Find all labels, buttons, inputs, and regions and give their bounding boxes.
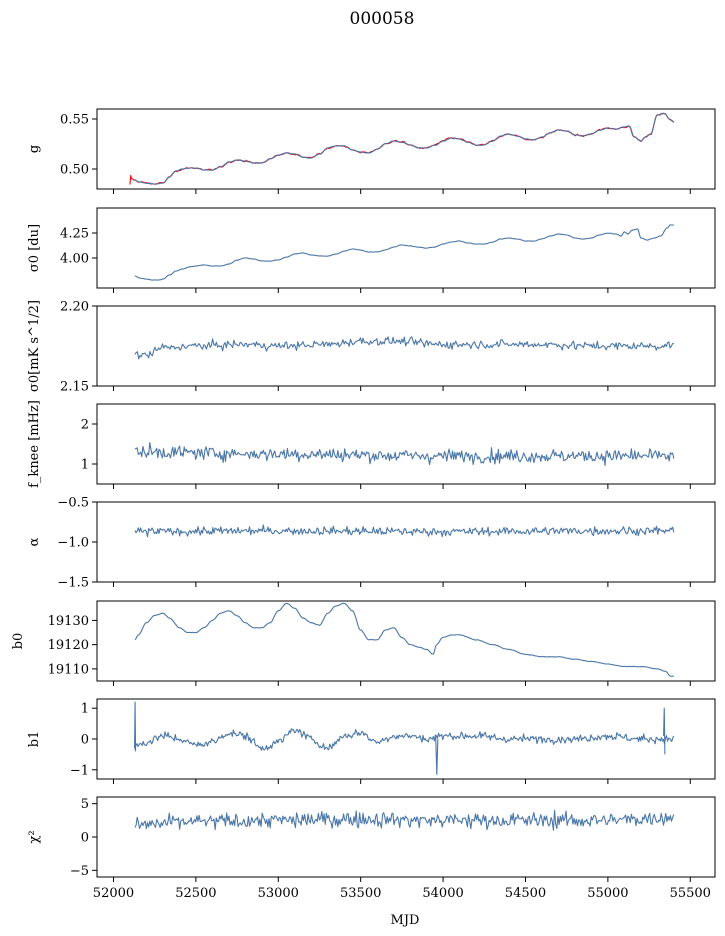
panel-1-ylabel: σ0 [du] (27, 224, 42, 272)
panel-4-ylabel: α (27, 537, 42, 546)
panel-2-ylabel: σ0[mK s^1/2] (27, 300, 42, 392)
x-tick-label-6: 55000 (587, 886, 628, 901)
panel-1-frame (96, 207, 716, 289)
panel-2-ytick-label-1: 2.20 (60, 300, 89, 315)
panel-2: 2.15 2.20 σ0[mK s^1/2] (27, 300, 716, 395)
panel-2-frame (96, 305, 716, 387)
panel-0-series-1 (134, 112, 675, 185)
x-tick-label-4: 54000 (422, 886, 463, 901)
panel-7-ytick-label-0: −5 (70, 864, 89, 879)
panel-6-spike-0 (134, 701, 137, 752)
panel-6-spike-1 (435, 735, 439, 775)
panel-7: −5 0 5 52000 52500 53000 53500 54000 54500 55000 5… (27, 796, 716, 901)
panel-6: −1 0 1 b1 (27, 698, 716, 784)
panel-5-frame (96, 600, 716, 682)
panel-4: −1.5 −1.0 −0.5 α (27, 496, 716, 591)
panel-6-ytick-label-0: −1 (70, 763, 89, 778)
x-tick-label-2: 53000 (258, 886, 299, 901)
panel-0-ytick-label-0: 0.50 (60, 163, 89, 178)
panel-0: 0.50 0.55 g (27, 108, 716, 194)
panel-6-series-0 (134, 728, 675, 751)
panel-1: 4.00 4.25 σ0 [du] (27, 207, 716, 293)
panel-4-ytick-label-0: −1.5 (57, 576, 89, 591)
panel-6-frame (96, 698, 716, 780)
panel-6-ytick-label-2: 1 (81, 702, 89, 717)
panel-7-ytick-label-1: 0 (81, 831, 89, 846)
panel-5-ylabel: b0 (11, 633, 26, 650)
x-tick-label-1: 52500 (175, 886, 216, 901)
x-tick-label-0: 52000 (93, 886, 134, 901)
panel-0-series-0 (129, 112, 675, 185)
panel-3: 1 2 f_knee [mHz] (27, 400, 716, 489)
panel-3-series-0 (134, 442, 675, 466)
panel-0-ytick-label-1: 0.55 (60, 113, 89, 128)
panel-5-ytick-label-1: 19120 (48, 638, 89, 653)
panel-5: 19110 19120 19130 b0 (11, 600, 716, 686)
panel-7-series-0 (134, 809, 675, 831)
panel-5-ytick-label-2: 19130 (48, 614, 89, 629)
x-axis-label: MJD (391, 913, 420, 928)
panel-0-ylabel: g (27, 145, 42, 153)
panel-1-series-0 (134, 224, 674, 281)
x-tick-label-5: 54500 (505, 886, 546, 901)
panel-1-ytick-label-0: 4.00 (60, 252, 89, 267)
panel-4-ytick-label-1: −1.0 (57, 536, 89, 551)
x-tick-label-7: 55500 (670, 886, 711, 901)
panel-3-frame (96, 403, 716, 485)
panel-0-frame (96, 108, 716, 190)
panel-3-ytick-label-1: 2 (81, 418, 89, 433)
panel-3-ytick-label-0: 1 (81, 458, 89, 473)
panel-4-ytick-label-2: −0.5 (57, 496, 89, 511)
panel-4-frame (96, 501, 716, 583)
x-tick-label-3: 53500 (340, 886, 381, 901)
panel-7-ytick-label-2: 5 (81, 797, 89, 812)
panel-6-spike-2 (663, 707, 666, 755)
panels: 0.50 0.55 g 4.00 4.25 σ0 [du] 2.15 2.20 σ0[mK s^… (11, 108, 716, 901)
panel-3-ylabel: f_knee [mHz] (27, 400, 42, 488)
panel-1-ytick-label-1: 4.25 (60, 227, 89, 242)
panel-4-series-0 (134, 524, 675, 538)
panel-7-frame (96, 796, 716, 878)
panel-2-ytick-label-0: 2.15 (60, 380, 89, 395)
figure-title: 000058 (350, 9, 415, 29)
panel-5-ytick-label-0: 19110 (48, 662, 89, 677)
panel-6-ylabel: b1 (27, 731, 42, 748)
panel-6-ytick-label-1: 0 (81, 733, 89, 748)
panel-2-series-0 (134, 336, 674, 360)
panel-5-series-0 (134, 602, 674, 677)
panel-7-ylabel: χ² (27, 830, 42, 843)
